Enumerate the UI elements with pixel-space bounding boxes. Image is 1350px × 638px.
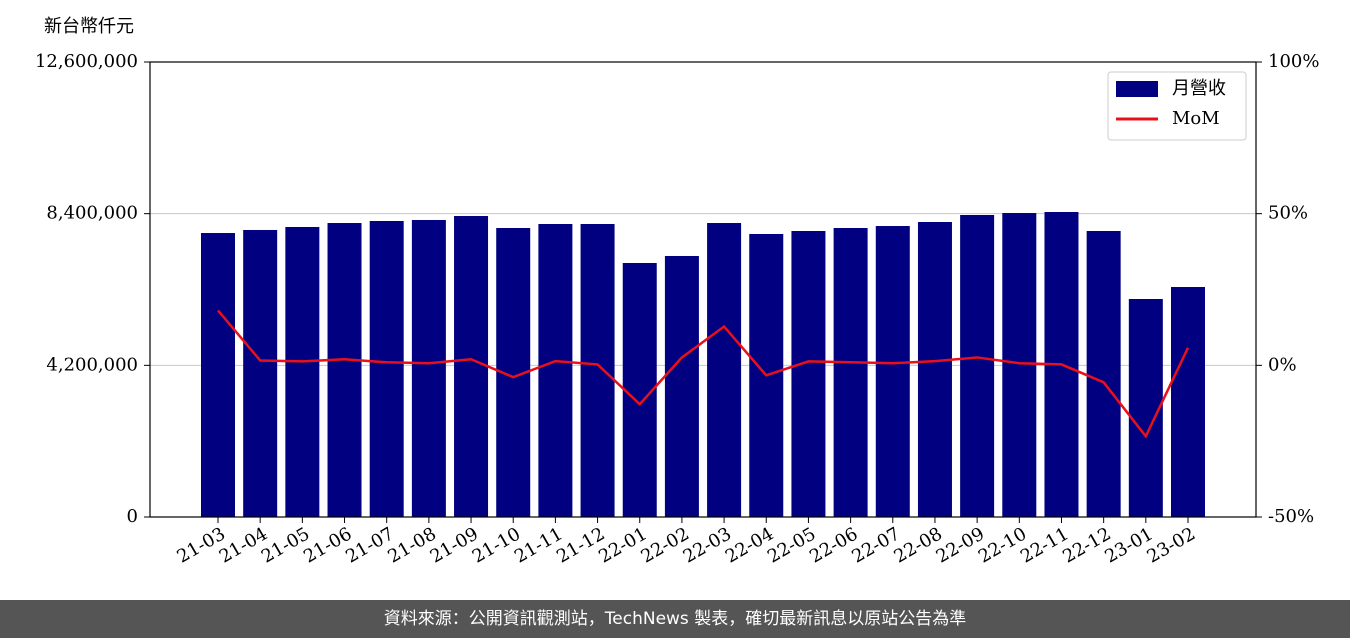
bar (1171, 287, 1205, 517)
bar (285, 226, 320, 517)
legend-label: MoM (1172, 108, 1220, 129)
bar (1128, 298, 1163, 517)
bar (1002, 213, 1037, 517)
bar (201, 233, 235, 517)
bar (960, 215, 995, 517)
bar (917, 222, 952, 517)
legend-label: 月營收 (1172, 78, 1226, 99)
bar (833, 228, 868, 517)
legend-swatch (1116, 81, 1158, 97)
y-tick-label: 4,200,000 (46, 354, 138, 375)
y2-tick-label: 0% (1268, 354, 1297, 375)
bar (707, 223, 742, 517)
bar (875, 226, 910, 517)
footer: 資料來源：公開資訊觀測站，TechNews 製表，確切最新訊息以原站公告為準 (0, 600, 1350, 638)
bar (664, 255, 699, 517)
y-tick-label: 12,600,000 (35, 51, 138, 72)
y2-tick-label: 100% (1268, 51, 1319, 72)
y-axis-label: 新台幣仟元 (44, 16, 134, 37)
bar (243, 229, 278, 517)
line (217, 309, 1190, 439)
y2-tick-label: 50% (1268, 203, 1308, 224)
legend: 月營收 MoM (1107, 71, 1247, 141)
bar (538, 223, 573, 517)
y-tick-label: 0 (127, 506, 138, 527)
bar (369, 220, 404, 517)
x-tick-label: 23-02 (1144, 523, 1199, 567)
bar (411, 219, 446, 517)
y2-tick-label: -50% (1268, 506, 1314, 527)
bar (327, 223, 362, 517)
bar (580, 223, 615, 517)
y-tick-label: 8,400,000 (46, 203, 138, 224)
bar (791, 231, 826, 517)
plot-frame (149, 61, 1257, 518)
bar (454, 216, 489, 517)
chart: 新台幣仟元 0 4,200,000 8,400,000 12,600,000 -50% 0… (35, 16, 1320, 568)
bar (1086, 231, 1121, 517)
